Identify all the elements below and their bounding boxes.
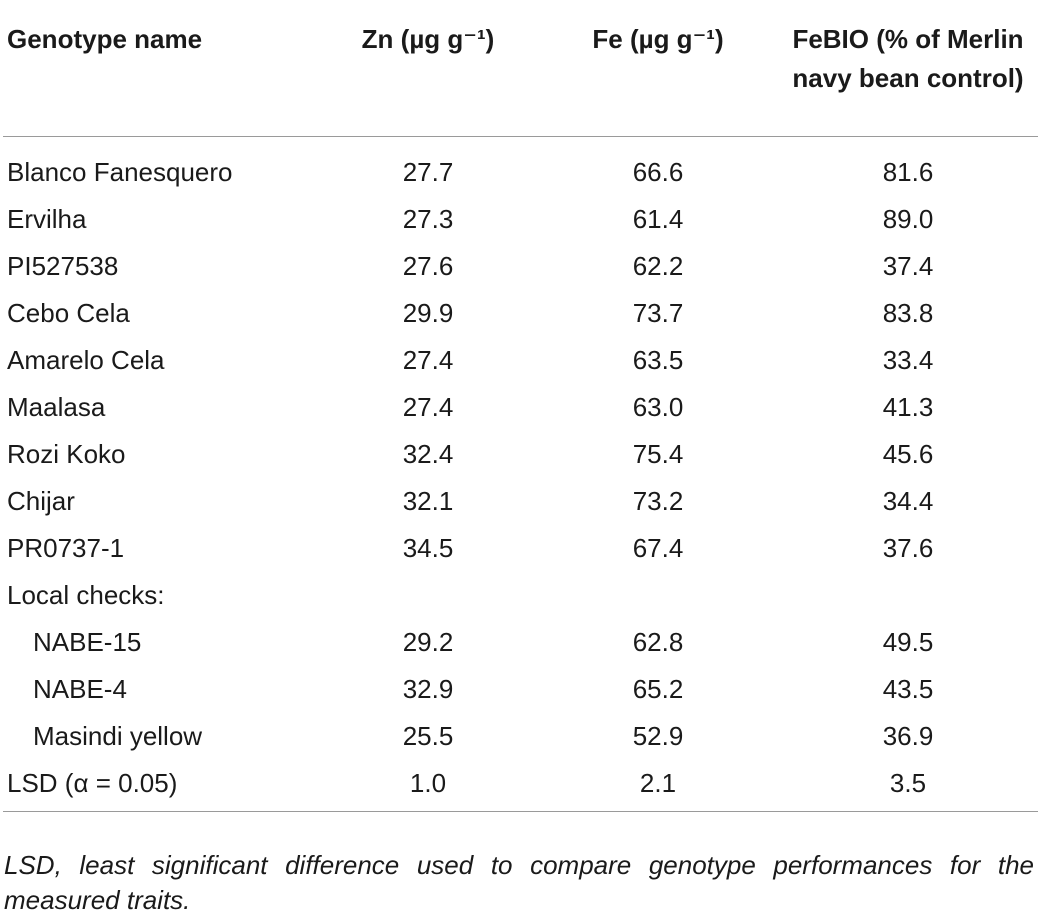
genotype-name: NABE-15 [33,626,142,657]
table-row: Chijar 32.1 73.2 34.4 [3,478,1038,525]
header-fe: Fe (µg g⁻¹) [548,0,768,137]
local-checks-label: Local checks: [7,579,165,610]
febio-value: 34.4 [882,485,934,516]
genotype-name: Cebo Cela [7,297,130,328]
febio-value: 49.5 [882,626,934,657]
genotype-name: Ervilha [7,203,87,234]
zn-value: 27.7 [402,156,454,187]
header-genotype: Genotype name [3,0,308,137]
genotype-name: Blanco Fanesquero [7,156,233,187]
zn-value: 27.4 [402,344,454,375]
table-row: Cebo Cela 29.9 73.7 83.8 [3,290,1038,337]
table-row: NABE-15 29.2 62.8 49.5 [3,619,1038,666]
header-row: Genotype name Zn (µg g⁻¹) Fe (µg g⁻¹) Fe… [3,0,1038,137]
table-body: Blanco Fanesquero 27.7 66.6 81.6 Ervilha… [3,136,1038,812]
table-footnote: LSD, least significant difference used t… [4,850,1034,915]
lsd-zn-value: 1.0 [308,759,548,812]
genotype-name: Amarelo Cela [7,344,165,375]
febio-value: 36.9 [882,720,934,751]
genotype-name: PR0737-1 [7,532,125,563]
fe-value: 61.4 [632,203,684,234]
fe-value: 66.6 [632,156,684,187]
header-zn: Zn (µg g⁻¹) [308,0,548,137]
febio-value: 37.4 [882,250,934,281]
fe-value: 73.7 [632,297,684,328]
febio-value: 81.6 [882,156,934,187]
fe-value: 52.9 [632,720,684,751]
lsd-label: LSD (α = 0.05) [3,759,308,812]
fe-value: 62.2 [632,250,684,281]
table-row: Rozi Koko 32.4 75.4 45.6 [3,431,1038,478]
febio-value: 37.6 [882,532,934,563]
genotype-table: Genotype name Zn (µg g⁻¹) Fe (µg g⁻¹) Fe… [3,0,1038,812]
genotype-name: Chijar [7,485,75,516]
fe-value: 63.5 [632,344,684,375]
fe-value: 75.4 [632,438,684,469]
genotype-name: PI527538 [7,250,119,281]
zn-value: 27.4 [402,391,454,422]
febio-value: 33.4 [882,344,934,375]
lsd-row: LSD (α = 0.05) 1.0 2.1 3.5 [3,759,1038,812]
table-row: Amarelo Cela 27.4 63.5 33.4 [3,337,1038,384]
table-header: Genotype name Zn (µg g⁻¹) Fe (µg g⁻¹) Fe… [3,0,1038,137]
table-row: Maalasa 27.4 63.0 41.3 [3,384,1038,431]
lsd-fe-value: 2.1 [548,759,768,812]
table-row: Blanco Fanesquero 27.7 66.6 81.6 [3,136,1038,196]
zn-value: 34.5 [402,532,454,563]
fe-value: 67.4 [632,532,684,563]
febio-value: 41.3 [882,391,934,422]
fe-value: 73.2 [632,485,684,516]
fe-value: 65.2 [632,673,684,704]
zn-value: 32.1 [402,485,454,516]
table-row: NABE-4 32.9 65.2 43.5 [3,666,1038,713]
fe-value: 63.0 [632,391,684,422]
zn-value: 27.6 [402,250,454,281]
lsd-febio-value: 3.5 [768,759,1038,812]
febio-value: 89.0 [882,203,934,234]
table-row: Masindi yellow 25.5 52.9 36.9 [3,713,1038,760]
febio-value: 45.6 [882,438,934,469]
genotype-name: Rozi Koko [7,438,126,469]
zn-value: 32.9 [402,673,454,704]
genotype-name: NABE-4 [33,673,127,704]
zn-value: 29.2 [402,626,454,657]
febio-value: 43.5 [882,673,934,704]
zn-value: 27.3 [402,203,454,234]
table-row: PR0737-1 34.5 67.4 37.6 [3,525,1038,572]
table-row: PI527538 27.6 62.2 37.4 [3,243,1038,290]
genotype-name: Maalasa [7,391,106,422]
zn-value: 25.5 [402,720,454,751]
header-febio: FeBIO (% of Merlin navy bean control) [768,0,1038,137]
group-label-row: Local checks: [3,572,1038,619]
zn-value: 32.4 [402,438,454,469]
febio-value: 83.8 [882,297,934,328]
genotype-name: Masindi yellow [33,720,203,751]
fe-value: 62.8 [632,626,684,657]
table-row: Ervilha 27.3 61.4 89.0 [3,196,1038,243]
zn-value: 29.9 [402,297,454,328]
